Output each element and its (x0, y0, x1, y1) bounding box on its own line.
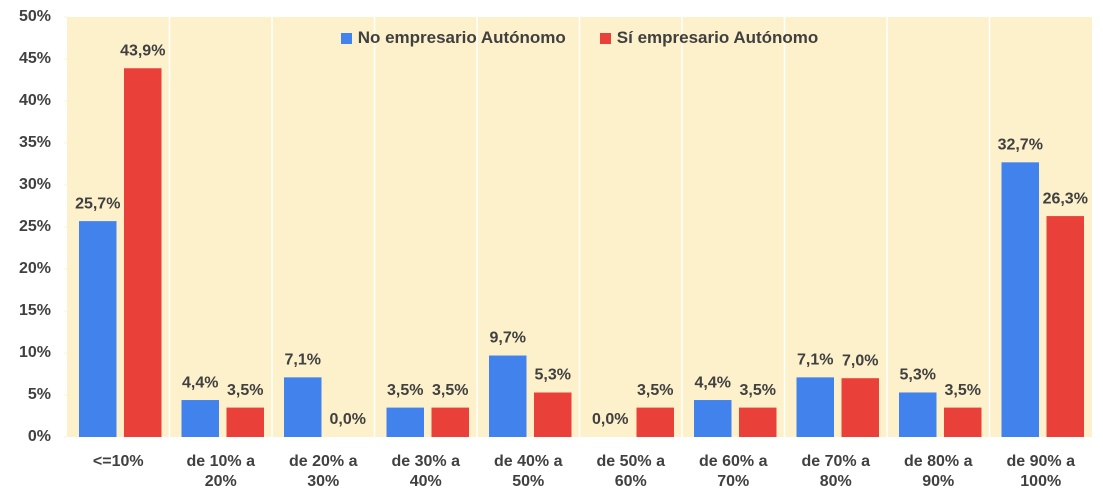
y-tick-label: 25% (19, 218, 51, 235)
y-tick-label: 15% (19, 302, 51, 319)
y-tick-label: 10% (19, 344, 51, 361)
data-label: 5,3% (535, 367, 571, 384)
y-tick-label: 5% (28, 386, 51, 403)
data-label: 3,5% (740, 382, 776, 399)
x-tick-label: de 10% a 20% (186, 453, 255, 490)
legend-item: Sí empresario Autónomo (599, 28, 819, 48)
bar (1046, 216, 1084, 437)
x-tick-label: de 20% a 30% (289, 453, 358, 490)
legend-label: No empresario Autónomo (357, 28, 566, 47)
bar (534, 392, 572, 437)
data-label: 7,0% (842, 352, 878, 369)
x-tick-label: <=10% (92, 453, 144, 470)
x-tick-label: de 60% a 70% (699, 453, 768, 490)
bar (1001, 162, 1039, 437)
bar (386, 407, 424, 437)
x-tick-label: de 80% a 90% (904, 453, 973, 490)
data-label: 5,3% (900, 367, 936, 384)
y-tick-label: 45% (19, 50, 51, 67)
data-label: 25,7% (75, 195, 120, 212)
x-tick-label: de 50% a 60% (596, 453, 665, 490)
legend-label: Sí empresario Autónomo (616, 28, 819, 47)
data-label: 3,5% (637, 382, 673, 399)
bar (841, 378, 879, 437)
legend: No empresario Autónomo Sí empresario Autó… (67, 28, 1092, 48)
bar (899, 392, 937, 437)
bar (284, 377, 322, 437)
data-label: 3,5% (387, 382, 423, 399)
y-tick-label: 0% (28, 428, 51, 445)
bar (636, 407, 674, 437)
data-label: 0,0% (330, 411, 366, 428)
y-tick-label: 40% (19, 92, 51, 109)
x-tick-label: de 40% a 50% (494, 453, 563, 490)
legend-swatch (340, 32, 352, 44)
y-tick-label: 35% (19, 134, 51, 151)
data-label: 7,1% (797, 352, 833, 369)
data-label: 7,1% (285, 352, 321, 369)
bar (181, 400, 219, 437)
bar (739, 407, 777, 437)
data-label: 9,7% (490, 330, 526, 347)
data-label: 32,7% (998, 137, 1043, 154)
data-label: 26,3% (1043, 190, 1088, 207)
legend-item: No empresario Autónomo (340, 28, 566, 48)
bar (431, 407, 469, 437)
x-tick-label: de 90% a 100% (1006, 453, 1075, 490)
data-label: 3,5% (227, 382, 263, 399)
bar (489, 355, 527, 437)
bar (226, 407, 264, 437)
y-tick-label: 50% (19, 8, 51, 25)
bar (124, 68, 162, 438)
bar (944, 407, 982, 437)
x-tick-label: de 70% a 80% (801, 453, 870, 490)
x-tick-label: de 30% a 40% (391, 453, 460, 490)
data-label: 3,5% (945, 382, 981, 399)
bar (79, 221, 117, 437)
data-label: 4,4% (695, 374, 731, 391)
data-label: 43,9% (120, 42, 165, 59)
data-label: 4,4% (182, 374, 218, 391)
legend-swatch (599, 32, 611, 44)
data-label: 0,0% (592, 411, 628, 428)
y-tick-label: 30% (19, 176, 51, 193)
bar (694, 400, 732, 437)
data-label: 3,5% (432, 382, 468, 399)
bar (796, 377, 834, 437)
y-tick-label: 20% (19, 260, 51, 277)
